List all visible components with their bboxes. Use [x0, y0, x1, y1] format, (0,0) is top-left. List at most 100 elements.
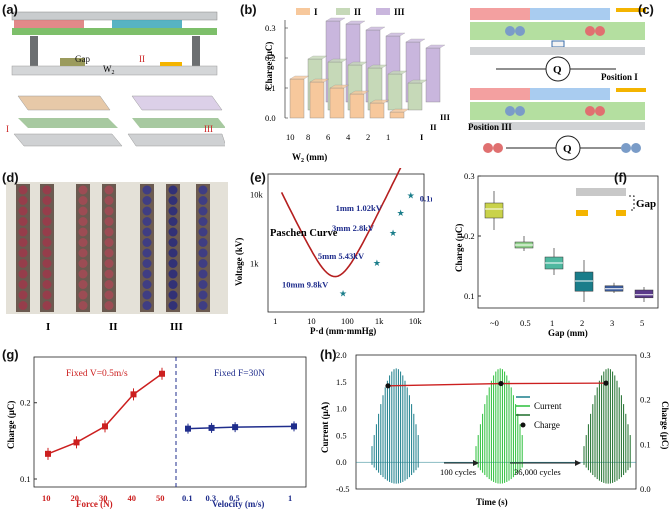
g-velocity-point-0.5 — [232, 424, 239, 431]
b-xtick-10: 10 — [286, 132, 295, 142]
strip-label-ii: II — [109, 321, 118, 333]
e-point-star-0: ★ — [339, 288, 347, 298]
bar-II-2 — [387, 73, 403, 111]
photo-strip-bead — [168, 217, 178, 226]
e-annotation-4: 0.1mm 370V — [420, 193, 432, 203]
bar-top-I-2 — [369, 99, 390, 104]
photo-strip-band — [196, 184, 210, 312]
bar-I-1 — [389, 111, 405, 119]
f-ytick-0.1: 0.1 — [464, 291, 475, 301]
photo-strip-bead — [168, 206, 178, 216]
photo-strip-bead — [168, 269, 178, 279]
f-xtick-1: 1 — [550, 318, 554, 328]
photo-strip-bead — [42, 280, 52, 289]
photo-strip-bead — [142, 259, 152, 268]
photo-strip-bead — [104, 301, 114, 310]
photo-strip-bead — [18, 301, 28, 310]
bar-top-II-2 — [387, 70, 408, 75]
photo-strip-bead — [142, 185, 152, 195]
photo-strip-bead — [142, 269, 152, 279]
g-force-point-50 — [159, 370, 165, 377]
photo-strip-bead — [18, 259, 28, 268]
photo-strip-bead — [168, 227, 178, 237]
photo-strip-bead — [142, 280, 152, 289]
q-label-1: Q — [553, 64, 562, 76]
g-velocity-point-0.1 — [185, 425, 191, 432]
e-ytick-10k: 10k — [250, 190, 264, 200]
photo-strip-bead — [198, 280, 208, 289]
gap-label: Gap — [75, 54, 90, 64]
b-ytick-0.0: 0.0 — [265, 113, 276, 123]
photo-strip-bead — [78, 269, 88, 279]
photo-strips: I II III — [6, 182, 228, 333]
panel-a: (a) Gap W2 II I III — [0, 0, 227, 155]
photo-strip-band — [102, 184, 116, 312]
h-legend-current: Current — [534, 401, 562, 411]
e-annotation-3: 1mm 1.02kV — [336, 203, 383, 213]
f-xtick-5: 5 — [640, 318, 644, 328]
photo-strip-bead — [78, 301, 88, 310]
bar-top-III-4 — [385, 32, 406, 37]
bar-I-2 — [369, 102, 385, 119]
photo-strip-bead — [142, 301, 152, 310]
f-xlabel: Gap (mm) — [548, 328, 588, 338]
photo-strip-bead — [168, 259, 178, 268]
g-xtick-velocity-0.3: 0.3 — [206, 493, 217, 503]
bar-top-I-10 — [289, 75, 310, 80]
bar-I-4 — [349, 93, 365, 119]
b-xtick-4: 4 — [346, 132, 351, 142]
photo-strip-bead — [142, 290, 152, 300]
h-xlabel: Time (s) — [476, 497, 508, 507]
photo-strip-bead — [42, 196, 52, 205]
e-annotation-1: 5mm 5.43kV — [318, 251, 365, 261]
photo-strip-bead — [104, 280, 114, 289]
photo-strip-bead — [198, 290, 208, 300]
f-ytick-0.2: 0.2 — [464, 231, 475, 241]
bar-top-III-10 — [325, 17, 346, 22]
photo-strip-bead — [142, 238, 152, 247]
device-schematic: Gap W2 II I III — [6, 11, 227, 147]
photo-strip-bead — [78, 259, 88, 268]
roman-iii-a: III — [204, 124, 213, 134]
g-xtick-force-10: 10 — [42, 493, 51, 503]
b-xtick-2: 2 — [366, 132, 370, 142]
b-xtick-6: 6 — [326, 132, 330, 142]
e-point-star-2: ★ — [389, 228, 397, 238]
photo-strip-bead — [104, 196, 114, 205]
g-force-point-30 — [102, 423, 108, 430]
bar-top-III-2 — [405, 38, 426, 43]
g-xlabel-left: Force (N) — [76, 499, 113, 509]
photo-strip-bead — [78, 248, 88, 258]
photo-strip-band — [166, 184, 180, 312]
f-box-2 — [574, 271, 594, 292]
panel-c: (c) Q Position I Q Position III — [466, 0, 670, 165]
h-ylabel-right: Charge (μC) — [660, 401, 670, 449]
photo-strip-band — [16, 184, 30, 312]
h-ytick-right-0.2: 0.2 — [640, 395, 651, 405]
photo-strip-bead — [18, 185, 28, 195]
e-xlabel: P·d (mm·mmHg) — [310, 326, 376, 336]
e-ylabel: Voltage (kV) — [234, 238, 244, 286]
photo-strip-bead — [18, 206, 28, 216]
b-legend-swatch-I — [296, 8, 310, 15]
bar-top-II-8 — [327, 58, 348, 63]
g-ytick-0.2: 0.2 — [20, 398, 31, 408]
g-force-point-10 — [45, 450, 51, 457]
panel-f: (f) ~0 0.5 1 2 3 5 0.1 0.2 0.3 Gap Charge (μC) … — [436, 168, 670, 340]
bar-I-10 — [289, 78, 305, 119]
bar-top-I-4 — [349, 90, 370, 95]
photo-strip-bead — [104, 238, 114, 247]
photo-strip-bead — [142, 196, 152, 205]
b-xtick-8: 8 — [306, 132, 310, 142]
b-ztick-II: II — [430, 122, 437, 132]
bar-top-II-1 — [407, 79, 428, 84]
photo-strip-bead — [78, 280, 88, 289]
e-xtick-1k: 1k — [375, 316, 384, 326]
photo-strip-bead — [104, 227, 114, 237]
photo-strip-bead — [42, 185, 52, 195]
g-ylabel: Charge (μC) — [6, 401, 16, 449]
photo-strip-bead — [42, 269, 52, 279]
f-ytick-0.3: 0.3 — [464, 171, 475, 181]
h-cycles-100: 100 cycles — [440, 467, 476, 477]
bar-III-1 — [425, 47, 441, 103]
